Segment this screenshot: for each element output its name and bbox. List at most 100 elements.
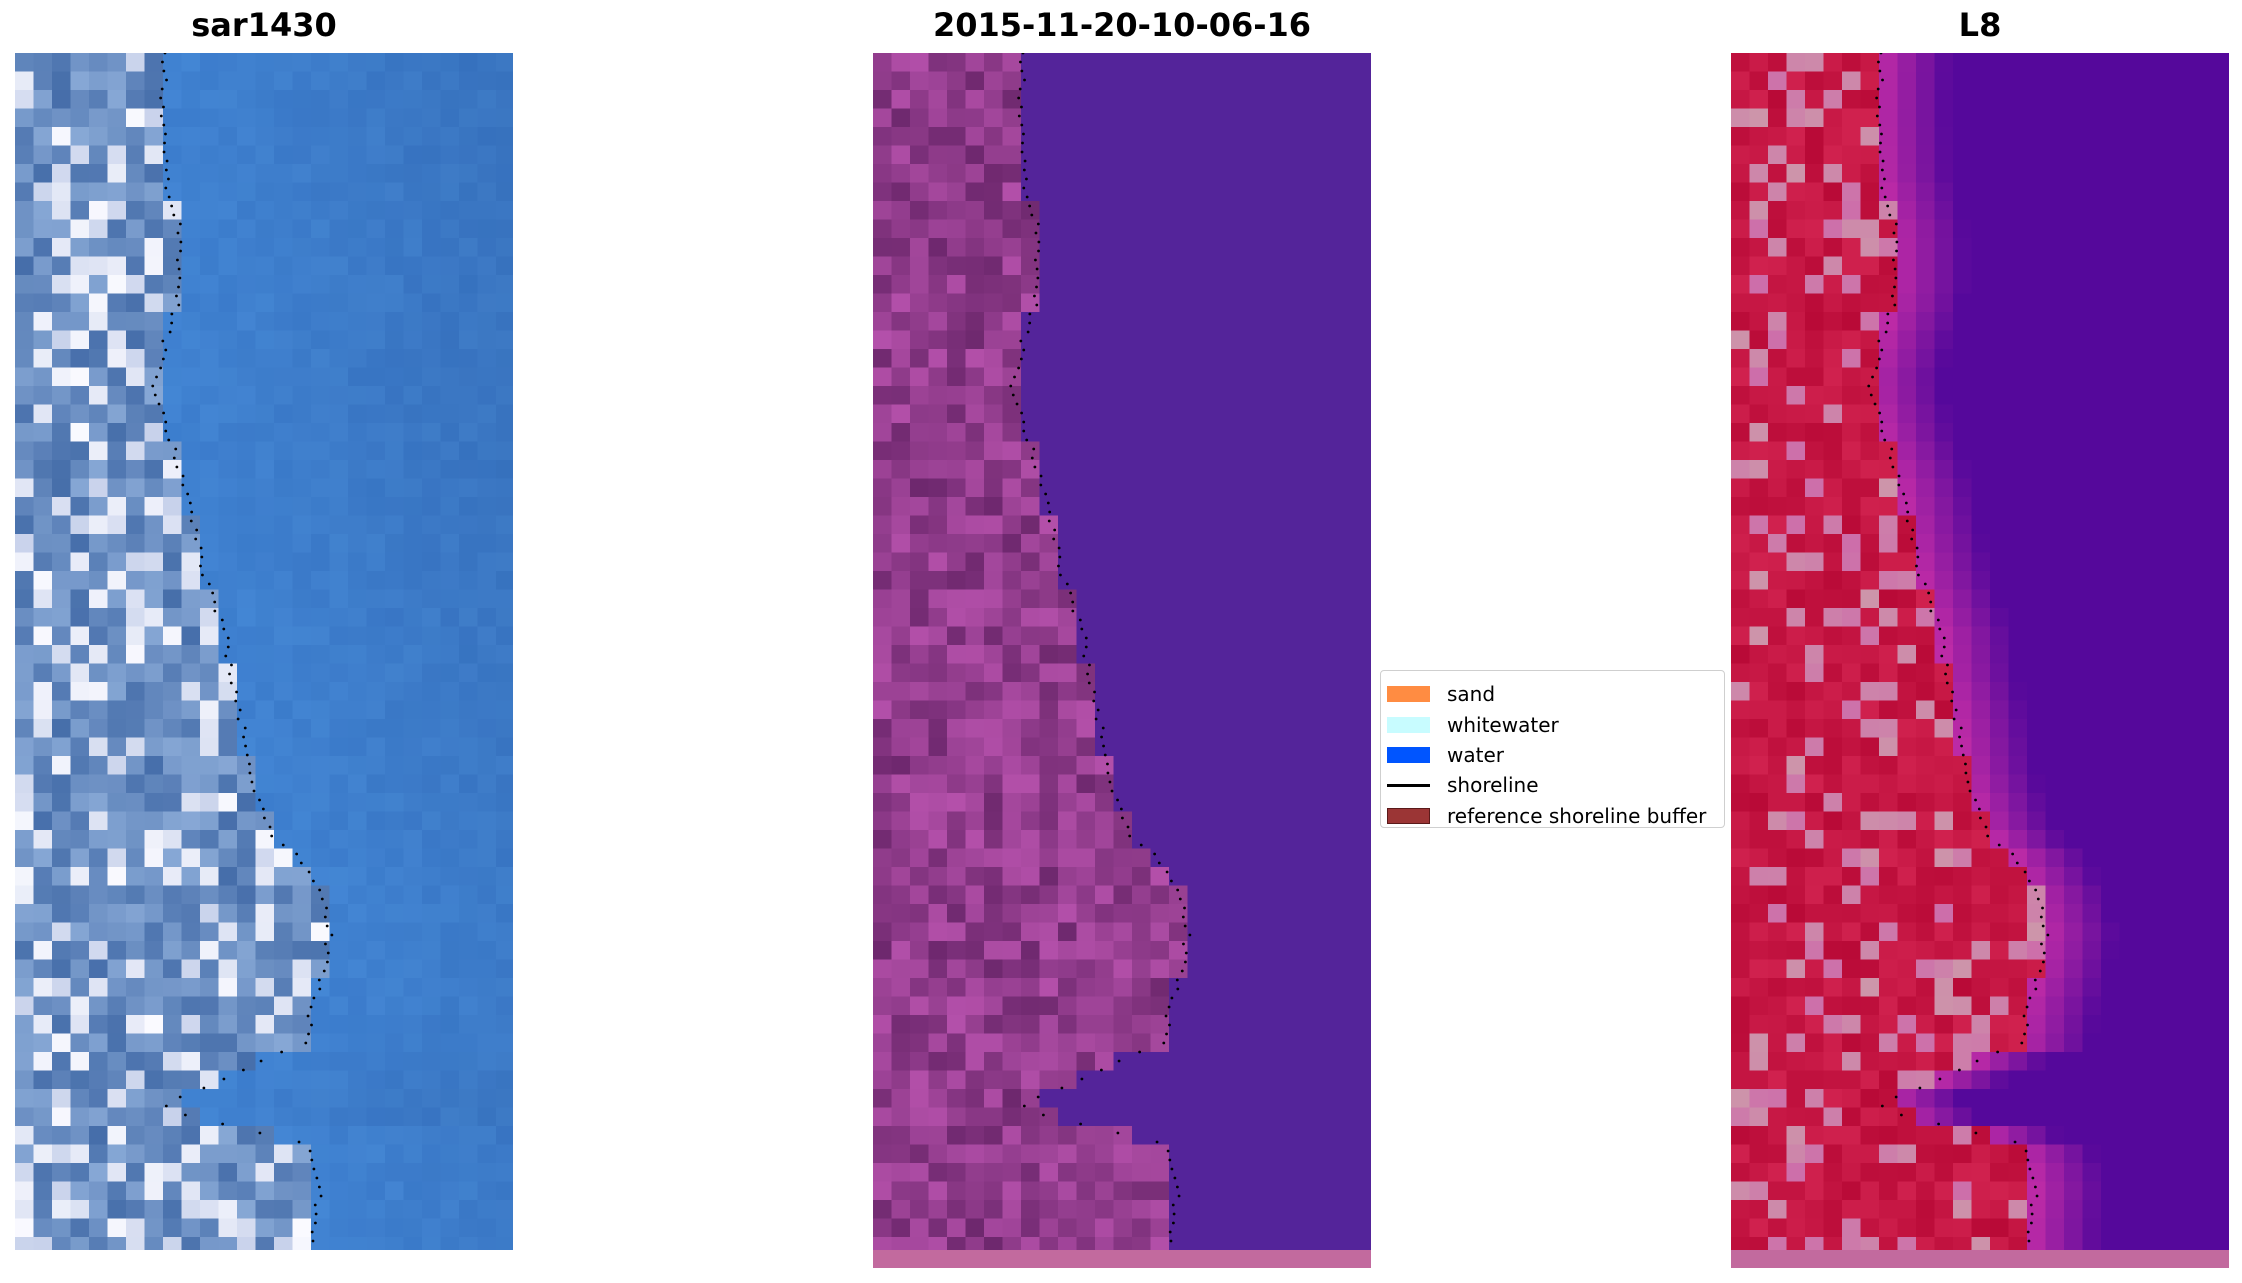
raster-pixel: [200, 201, 219, 220]
raster-pixel: [1002, 441, 1022, 461]
raster-pixel: [1280, 996, 1299, 1016]
raster-pixel: [2064, 182, 2083, 202]
shoreline-point: [1030, 213, 1034, 217]
raster-pixel: [1823, 293, 1843, 313]
raster-pixel: [2045, 830, 2065, 849]
raster-pixel: [1169, 460, 1188, 479]
raster-pixel: [1317, 330, 1336, 350]
raster-pixel: [891, 959, 911, 979]
raster-pixel: [2156, 164, 2176, 183]
raster-pixel: [440, 293, 460, 313]
raster-pixel: [477, 256, 497, 276]
raster-pixel: [2175, 164, 2194, 183]
raster-pixel: [15, 534, 34, 553]
raster-pixel: [1731, 312, 1750, 331]
raster-pixel: [2119, 719, 2139, 738]
raster-pixel: [348, 700, 367, 720]
raster-pixel: [218, 1200, 238, 1219]
raster-pixel: [1113, 552, 1133, 572]
shoreline-point: [1167, 1005, 1171, 1009]
raster-pixel: [366, 219, 386, 239]
raster-pixel: [218, 959, 238, 979]
raster-pixel: [1243, 1126, 1262, 1145]
raster-pixel: [163, 1089, 182, 1108]
raster-pixel: [144, 1144, 164, 1164]
raster-pixel: [2138, 552, 2157, 572]
raster-pixel: [1897, 53, 1917, 72]
raster-pixel: [348, 1144, 367, 1164]
shoreline-point: [310, 1023, 313, 1027]
raster-pixel: [928, 256, 948, 276]
raster-pixel: [496, 515, 513, 535]
raster-pixel: [70, 737, 90, 757]
raster-pixel: [403, 71, 423, 91]
shoreline-point: [153, 393, 157, 397]
raster-pixel: [1749, 441, 1769, 461]
raster-pixel: [2027, 608, 2046, 627]
raster-pixel: [144, 164, 164, 183]
raster-pixel: [1317, 1015, 1336, 1034]
raster-pixel: [89, 275, 108, 294]
raster-pixel: [1971, 645, 1991, 664]
raster-pixel: [1058, 256, 1077, 276]
raster-pixel: [2119, 830, 2139, 849]
raster-pixel: [366, 497, 386, 516]
raster-pixel: [910, 1144, 929, 1164]
raster-pixel: [1280, 219, 1299, 239]
raster-pixel: [1076, 1107, 1096, 1127]
raster-pixel: [181, 1107, 201, 1127]
raster-pixel: [126, 663, 145, 683]
raster-pixel: [1823, 608, 1843, 627]
raster-pixel: [1076, 312, 1096, 331]
raster-pixel: [496, 256, 513, 276]
raster-pixel: [237, 349, 256, 368]
raster-pixel: [1842, 367, 1861, 387]
raster-pixel: [1768, 423, 1787, 442]
raster-pixel: [1206, 904, 1225, 923]
raster-pixel: [200, 71, 219, 91]
raster-pixel: [385, 1126, 404, 1145]
raster-pixel: [422, 127, 441, 146]
raster-pixel: [928, 571, 948, 590]
raster-pixel: [496, 904, 513, 923]
shoreline-point: [177, 285, 180, 289]
raster-pixel: [52, 182, 71, 202]
raster-pixel: [89, 700, 108, 720]
raster-pixel: [1354, 959, 1371, 979]
raster-pixel: [422, 922, 441, 942]
raster-pixel: [1150, 534, 1170, 553]
raster-pixel: [1021, 571, 1040, 590]
raster-pixel: [1261, 182, 1281, 202]
raster-pixel: [163, 1163, 182, 1182]
raster-pixel: [348, 645, 367, 664]
raster-pixel: [1187, 978, 1207, 997]
raster-pixel: [1132, 645, 1151, 664]
raster-pixel: [1354, 108, 1371, 128]
raster-pixel: [2064, 700, 2083, 720]
raster-pixel: [255, 164, 275, 183]
raster-pixel: [459, 867, 478, 886]
raster-pixel: [422, 811, 441, 831]
raster-pixel: [1095, 996, 1114, 1016]
raster-pixel: [126, 1089, 145, 1108]
raster-pixel: [274, 53, 293, 72]
raster-pixel: [311, 404, 330, 424]
raster-pixel: [163, 663, 182, 683]
raster-pixel: [1002, 589, 1022, 609]
raster-pixel: [52, 1015, 71, 1034]
raster-pixel: [70, 1107, 90, 1127]
raster-pixel: [1805, 811, 1824, 831]
raster-pixel: [477, 367, 497, 387]
raster-pixel: [1021, 219, 1040, 239]
raster-pixel: [2008, 663, 2028, 683]
raster-pixel: [1002, 978, 1022, 997]
raster-pixel: [1095, 1144, 1114, 1164]
raster-pixel: [163, 367, 182, 387]
raster-pixel: [440, 386, 460, 405]
raster-pixel: [52, 867, 71, 886]
raster-pixel: [1002, 293, 1022, 313]
raster-pixel: [947, 164, 966, 183]
raster-pixel: [2101, 774, 2120, 794]
raster-pixel: [1076, 1052, 1096, 1071]
raster-pixel: [873, 145, 892, 165]
